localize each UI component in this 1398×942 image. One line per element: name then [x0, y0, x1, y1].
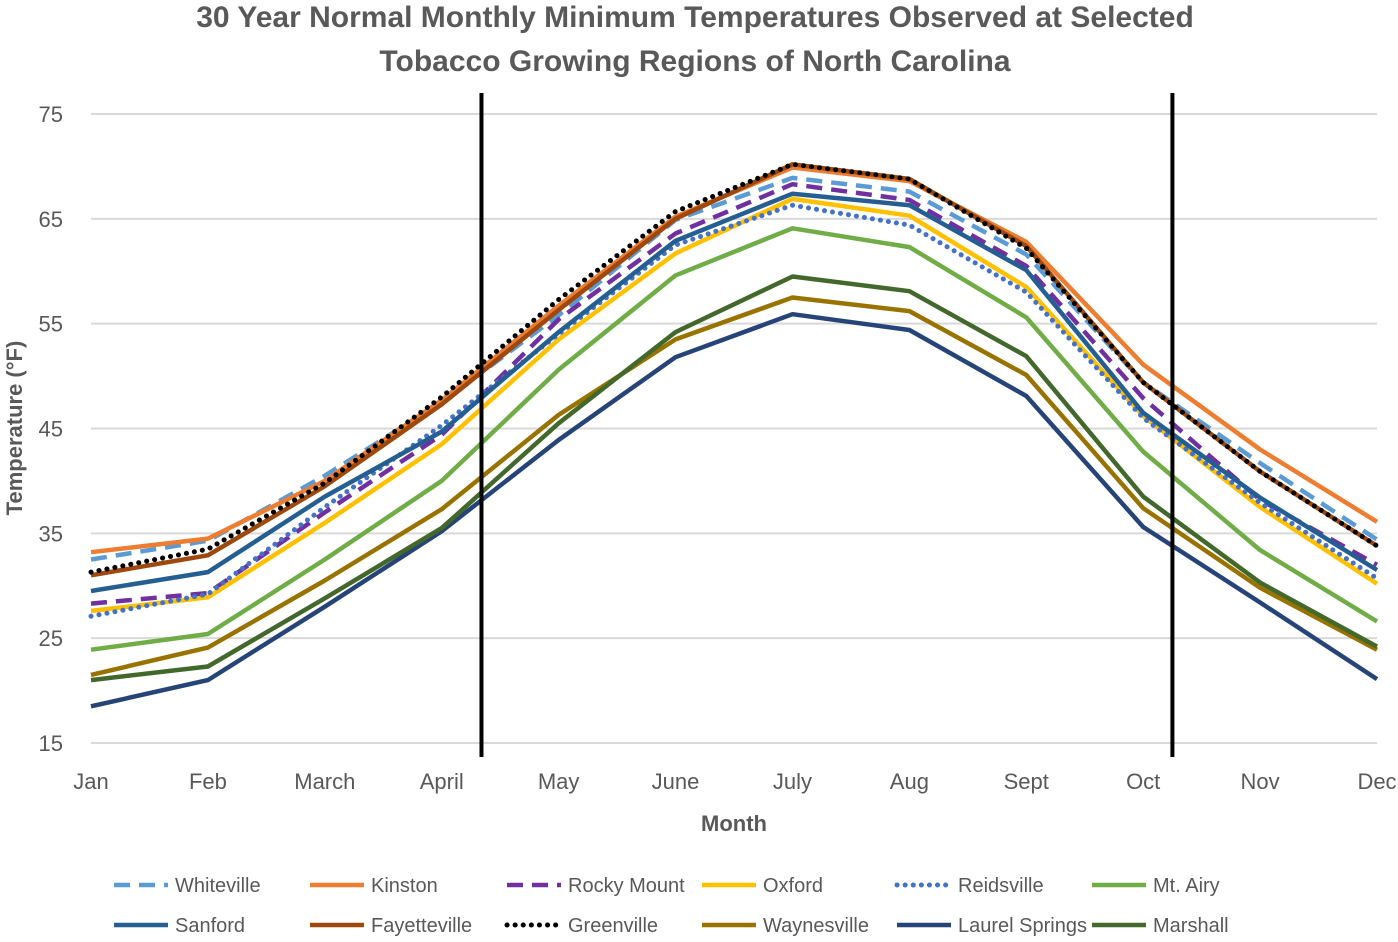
legend-item: Greenville	[504, 915, 658, 937]
legend-item: Waynesville	[702, 915, 869, 937]
x-tick-label: April	[420, 769, 464, 794]
y-tick-label: 55	[39, 312, 63, 337]
legend-label: Waynesville	[763, 915, 869, 937]
legend-item: Oxford	[702, 875, 823, 897]
y-axis-title: Temperature (°F)	[2, 341, 27, 516]
chart-title-line-1: 30 Year Normal Monthly Minimum Temperatu…	[196, 1, 1194, 34]
series-line-greenville	[88, 161, 1380, 575]
legend-item: Whiteville	[114, 875, 261, 897]
series-line-rocky-mount	[90, 181, 1379, 606]
legend-label: Fayetteville	[371, 915, 472, 937]
x-tick-labels: Jan Feb March April May June July Aug Sept Oct Nov…	[73, 769, 1396, 794]
series-line-laurel-springs	[90, 311, 1379, 709]
legend-item: Mt. Airy	[1092, 875, 1220, 897]
legend-label: Greenville	[568, 915, 658, 937]
vertical-markers	[479, 93, 1175, 757]
series-line-sanford	[90, 191, 1379, 594]
y-tick-label: 35	[39, 521, 63, 546]
gridlines	[91, 113, 1377, 744]
x-tick-label: Aug	[890, 769, 929, 794]
y-tick-label: 65	[39, 207, 63, 232]
x-tick-label: Nov	[1241, 769, 1280, 794]
x-tick-label: Sept	[1004, 769, 1049, 794]
chart-title-line-2: Tobacco Growing Regions of North Carolin…	[379, 45, 1010, 78]
x-tick-label: Dec	[1357, 769, 1396, 794]
series-line-marshall	[90, 274, 1379, 683]
y-tick-label: 25	[39, 626, 63, 651]
legend-item: Laurel Springs	[897, 915, 1087, 937]
x-tick-label: Jan	[73, 769, 108, 794]
x-tick-label: May	[538, 769, 580, 794]
x-tick-label: March	[294, 769, 355, 794]
y-tick-label: 75	[39, 102, 63, 127]
legend-item: Marshall	[1092, 915, 1229, 937]
legend-label: Reidsville	[958, 875, 1044, 897]
legend-label: Kinston	[371, 875, 438, 897]
legend-item: Sanford	[114, 915, 245, 937]
legend-label: Whiteville	[175, 875, 261, 897]
legend-label: Laurel Springs	[958, 915, 1087, 937]
x-tick-label: July	[773, 769, 812, 794]
y-tick-label: 15	[39, 731, 63, 756]
series-lines	[88, 161, 1380, 709]
x-tick-label: June	[652, 769, 700, 794]
legend-item: Rocky Mount	[507, 875, 685, 897]
y-tick-labels: 75 65 55 45 35 25 15	[39, 102, 63, 756]
legend-label: Sanford	[175, 915, 245, 937]
series-line-mt-airy	[90, 226, 1379, 652]
legend-item: Kinston	[310, 875, 438, 897]
legend-label: Oxford	[763, 875, 823, 897]
legend-label: Marshall	[1153, 915, 1229, 937]
legend-label: Mt. Airy	[1153, 875, 1220, 897]
legend-item: Fayetteville	[310, 915, 472, 937]
x-axis-title: Month	[701, 811, 767, 836]
legend: Whiteville Kinston Rocky Mount Oxford Reidsv…	[114, 875, 1229, 937]
legend-item: Reidsville	[894, 875, 1044, 897]
series-line-oxford	[90, 196, 1379, 614]
series-line-waynesville	[90, 295, 1379, 678]
x-tick-label: Oct	[1126, 769, 1160, 794]
x-tick-label: Feb	[189, 769, 227, 794]
legend-label: Rocky Mount	[568, 875, 685, 897]
y-tick-label: 45	[39, 417, 63, 442]
